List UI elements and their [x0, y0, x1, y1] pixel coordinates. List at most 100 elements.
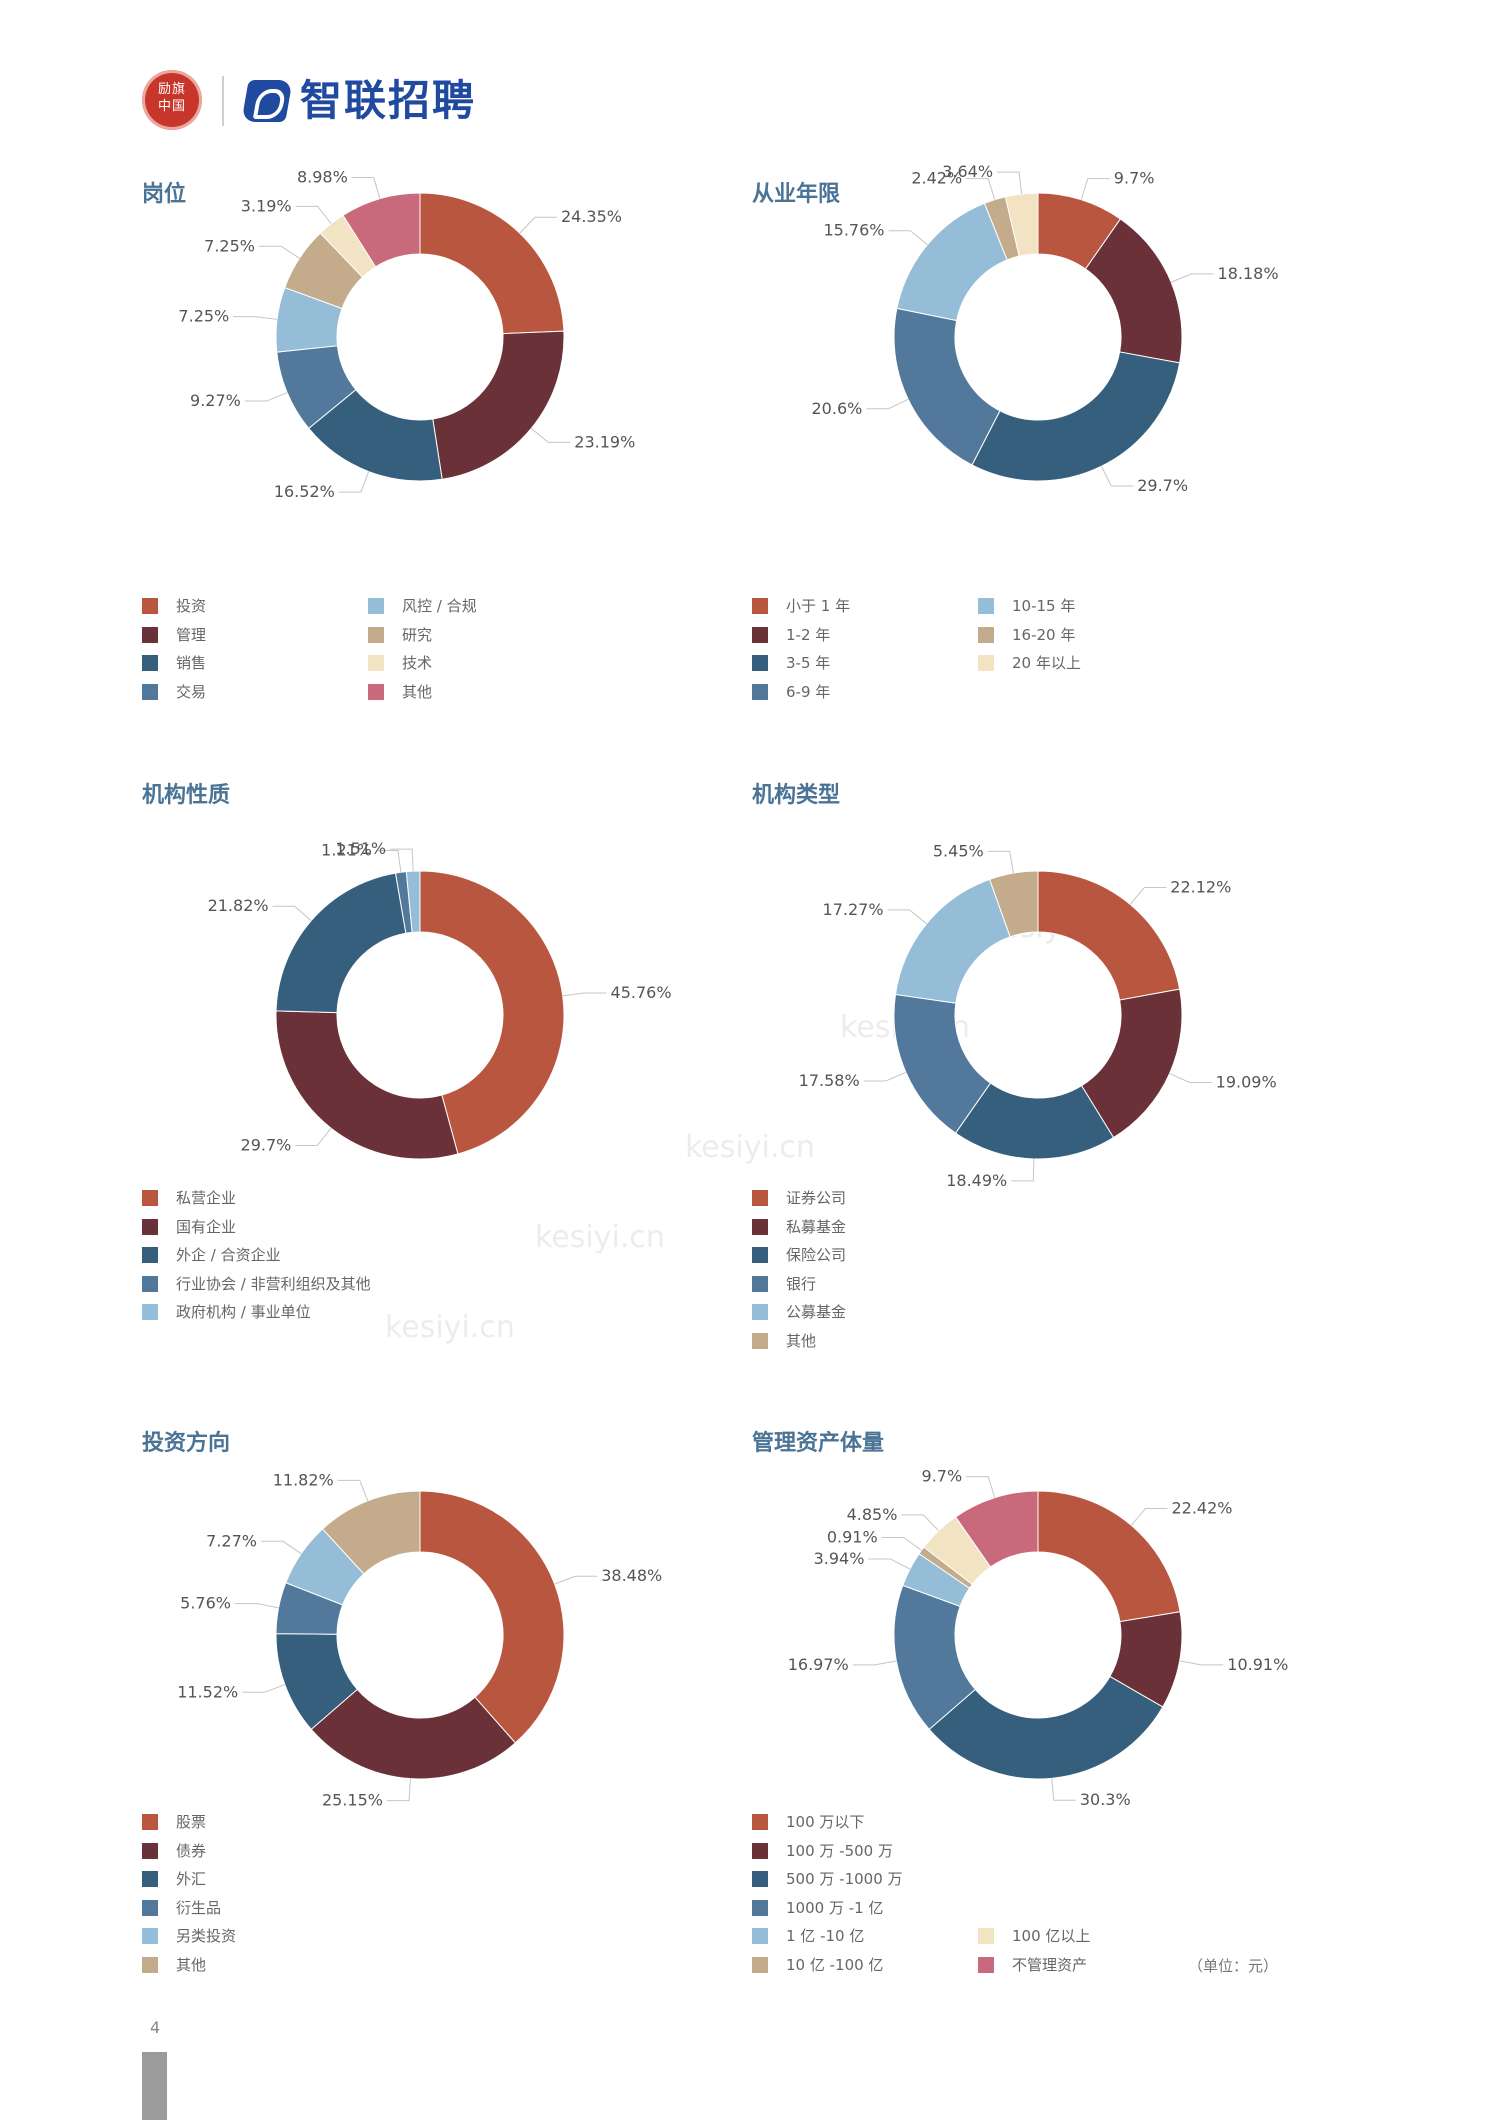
legend-swatch: [978, 598, 994, 614]
legend-swatch: [142, 683, 158, 700]
legend-label: 16-20 年: [1012, 625, 1076, 644]
slice-label: 21.82%: [208, 896, 269, 915]
legend-swatch: [142, 1899, 158, 1916]
legend-label: 国有企业: [176, 1217, 237, 1236]
legend-label: 政府机构 / 事业单位: [176, 1303, 311, 1322]
leader-line: [997, 171, 1023, 194]
donut-slice: [954, 1490, 1039, 1568]
leader-line: [244, 392, 288, 402]
leader-line: [887, 909, 927, 925]
legend-swatch: [752, 1190, 768, 1206]
slice-label: 22.42%: [1171, 1499, 1232, 1518]
legend-label: 1 亿 -10 亿: [786, 1927, 865, 1946]
legend-label: 销售: [176, 654, 207, 673]
legend-label: 证券公司: [786, 1189, 847, 1207]
donut-chart: 38.48% 25.15% 11.52% 5.76% 7.27% 11.82%: [177, 1470, 662, 1809]
donut-slice: [989, 870, 1039, 938]
leader-line: [852, 1660, 897, 1666]
legend-swatch: [368, 655, 384, 672]
leader-line: [1169, 1073, 1212, 1084]
legend-swatch: [142, 1247, 158, 1264]
legend-swatch: [142, 1304, 158, 1321]
legend-swatch: [142, 655, 158, 672]
slice-label: 5.45%: [933, 841, 984, 860]
leader-line: [901, 1514, 939, 1532]
legend-label: 100 亿以上: [1012, 1927, 1091, 1946]
leader-line: [1011, 1158, 1035, 1182]
slice-label: 25.15%: [322, 1791, 383, 1810]
leader-line: [530, 428, 571, 443]
legend-label: 技术: [402, 654, 433, 673]
legend-label: 100 万 -500 万: [786, 1841, 893, 1860]
leader-line: [987, 850, 1014, 874]
legend-label: 10-15 年: [1012, 597, 1076, 615]
legend-label: 私募基金: [786, 1217, 847, 1236]
donut-slice: [971, 351, 1181, 482]
legend-label: 银行: [786, 1274, 817, 1293]
watermark: kesiyi.cn: [385, 1310, 515, 1345]
legend-swatch: [978, 626, 994, 643]
slice-label: 15.76%: [823, 221, 884, 240]
slice-label: 1.51%: [335, 839, 386, 858]
slice-label: 9.7%: [1114, 169, 1155, 188]
legend-label: 6-9 年: [786, 682, 831, 701]
legend-swatch: [978, 1928, 994, 1945]
legend-label: 小于 1 年: [786, 597, 851, 615]
slice-label: 19.09%: [1216, 1073, 1277, 1092]
slice-label: 16.52%: [274, 482, 335, 501]
slice-label: 20.6%: [812, 399, 863, 418]
leader-line: [868, 1558, 911, 1570]
chart-title: 岗位: [142, 182, 187, 207]
donut-slice: [432, 330, 565, 480]
leader-line: [295, 205, 332, 224]
leader-line: [272, 905, 312, 922]
chart-title: 投资方向: [142, 1431, 231, 1456]
legend-swatch: [752, 1899, 768, 1916]
slice-label: 4.85%: [847, 1505, 898, 1524]
slice-label: 16.97%: [788, 1655, 849, 1674]
donut-slice: [310, 1688, 517, 1780]
donut-slice: [419, 192, 565, 335]
donut-chart: 22.42% 10.91% 30.3% 16.97% 3.94% 0.91% 4.85% 9.…: [788, 1467, 1289, 1810]
chart-title: 管理资产体量: [752, 1431, 885, 1456]
legend-label: 公募基金: [786, 1303, 847, 1322]
donut-slice: [893, 307, 1001, 466]
legend-swatch: [978, 1957, 994, 1973]
legend-label: 行业协会 / 非营利组织及其他: [176, 1274, 371, 1293]
legend-label: 不管理资产: [1012, 1956, 1088, 1974]
donut-chart: 24.35% 23.19% 16.52% 9.27% 7.25% 7.25% 3.19% 8.…: [178, 168, 635, 502]
leader-line: [233, 316, 278, 320]
leader-line: [1179, 1660, 1224, 1666]
donut-slice: [896, 202, 1008, 322]
donut-slice: [405, 870, 421, 933]
legend-swatch: [752, 1247, 768, 1264]
slice-label: 2.42%: [911, 169, 962, 188]
slice-label: 29.7%: [1137, 476, 1188, 495]
legend-label: 研究: [402, 625, 433, 644]
legend-swatch: [142, 626, 158, 643]
leader-line: [337, 1479, 369, 1501]
leader-line: [966, 1476, 996, 1498]
legend-label: 外企 / 合资企业: [176, 1246, 281, 1265]
donut-chart: 9.7% 18.18% 29.7% 20.6% 15.76% 2.42%3.64%: [812, 162, 1279, 495]
legend-label: 1000 万 -1 亿: [786, 1898, 884, 1917]
legend-swatch: [142, 1190, 158, 1206]
slice-label: 24.35%: [561, 207, 622, 226]
legend-swatch: [752, 1333, 768, 1349]
page-number: 4: [150, 2018, 161, 2037]
legend-swatch: [752, 1871, 768, 1888]
legend-swatch: [752, 1275, 768, 1292]
slice-label: 17.27%: [823, 900, 884, 919]
slice-label: 30.3%: [1080, 1790, 1131, 1809]
header: 励旗中国 智联招聘: [142, 70, 542, 134]
slice-label: 1.21%: [321, 840, 372, 859]
legend-label: 1-2 年: [786, 625, 831, 644]
donut-slice: [1037, 1490, 1181, 1623]
donut-chart: 22.12% 19.09% 18.49% 17.58% 17.27% 5.45%: [799, 841, 1277, 1190]
legend-swatch: [752, 1957, 768, 1973]
slice-label: 11.52%: [177, 1682, 238, 1701]
slice-label: 23.19%: [574, 432, 635, 451]
slice-label: 9.27%: [190, 391, 241, 410]
leader-line: [387, 1778, 411, 1802]
leader-line: [338, 471, 370, 493]
